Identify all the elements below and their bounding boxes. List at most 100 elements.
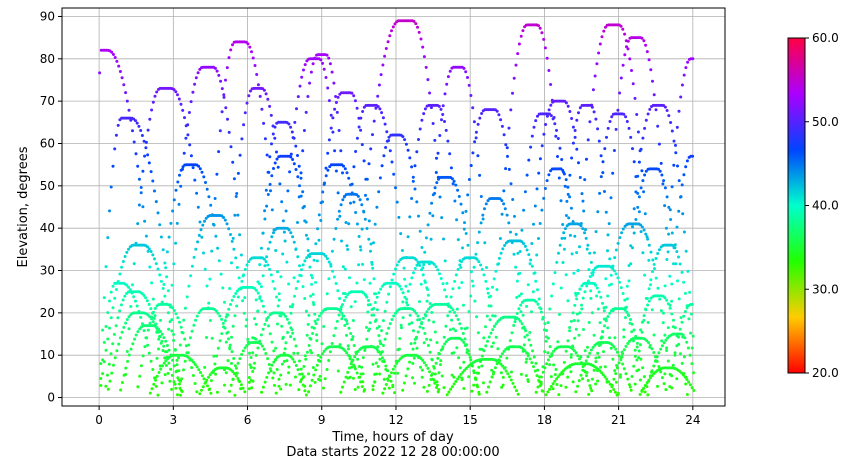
- data-point: [313, 380, 317, 384]
- data-point: [501, 364, 505, 368]
- data-point: [391, 383, 395, 387]
- data-point: [537, 297, 541, 301]
- data-point: [601, 330, 604, 333]
- data-point: [615, 364, 619, 367]
- data-point: [191, 90, 195, 94]
- data-point: [275, 157, 279, 161]
- data-point: [479, 221, 483, 225]
- data-point: [391, 25, 395, 29]
- data-point: [514, 317, 517, 321]
- data-point: [265, 255, 269, 259]
- data-point: [549, 385, 553, 388]
- data-point: [646, 393, 650, 397]
- data-point: [353, 367, 357, 371]
- data-point: [558, 313, 561, 316]
- data-point: [689, 331, 693, 335]
- data-point: [501, 247, 505, 251]
- data-point: [378, 176, 382, 180]
- data-point: [287, 371, 291, 375]
- data-point: [286, 331, 290, 334]
- data-point: [337, 313, 341, 317]
- data-point: [329, 113, 333, 117]
- data-point: [597, 139, 601, 143]
- data-point: [425, 389, 429, 393]
- data-point: [443, 259, 447, 263]
- data-point: [647, 58, 651, 62]
- data-point: [666, 326, 670, 330]
- data-point: [379, 287, 383, 291]
- data-point: [365, 227, 369, 230]
- data-point: [152, 316, 156, 320]
- data-point: [597, 290, 601, 294]
- data-point: [362, 278, 366, 282]
- data-point: [504, 143, 508, 147]
- data-point: [299, 367, 303, 371]
- data-point: [353, 388, 357, 391]
- data-point: [509, 378, 513, 382]
- data-point: [245, 318, 249, 322]
- data-point: [378, 357, 382, 361]
- data-point: [601, 160, 605, 164]
- data-point: [663, 333, 667, 337]
- data-point: [573, 303, 577, 307]
- data-point: [434, 265, 438, 269]
- data-point: [310, 276, 314, 280]
- data-point: [466, 193, 470, 197]
- data-point: [499, 371, 503, 375]
- data-point: [325, 257, 329, 261]
- data-point: [146, 153, 150, 157]
- data-point: [268, 155, 272, 159]
- data-point: [543, 350, 547, 354]
- data-point: [176, 376, 180, 380]
- data-point: [388, 285, 392, 289]
- data-point: [474, 252, 478, 256]
- data-point: [555, 128, 558, 132]
- data-point: [470, 389, 474, 393]
- data-point: [525, 357, 529, 361]
- data-point: [456, 188, 460, 192]
- data-point: [233, 372, 237, 376]
- data-point: [643, 126, 647, 130]
- y-tick-label: 80: [40, 52, 55, 66]
- data-point: [427, 383, 431, 387]
- data-point: [331, 269, 335, 273]
- data-point: [547, 173, 551, 177]
- data-point: [414, 258, 418, 262]
- data-point: [221, 321, 225, 325]
- data-point: [209, 379, 213, 383]
- data-point: [399, 323, 403, 327]
- data-point: [600, 35, 604, 39]
- data-point: [111, 284, 115, 288]
- data-point: [170, 387, 174, 391]
- data-point: [324, 254, 328, 258]
- data-point: [334, 326, 338, 330]
- data-point: [242, 311, 246, 315]
- data-point: [225, 331, 229, 335]
- data-point: [281, 252, 285, 256]
- data-point: [508, 375, 511, 379]
- data-point: [627, 126, 631, 130]
- data-point: [166, 311, 170, 315]
- data-point: [552, 349, 556, 353]
- data-point: [393, 391, 396, 395]
- data-point: [594, 230, 598, 234]
- axes-frame: [61, 7, 726, 407]
- data-point: [595, 62, 599, 66]
- data-point: [624, 372, 628, 376]
- data-point: [178, 343, 182, 347]
- data-point: [292, 240, 296, 244]
- data-point: [534, 119, 538, 123]
- data-point: [520, 322, 524, 326]
- data-point: [191, 374, 195, 377]
- data-point: [342, 164, 345, 168]
- data-point: [263, 380, 267, 384]
- data-point: [260, 344, 264, 348]
- data-point: [338, 297, 342, 300]
- data-point: [408, 360, 412, 364]
- data-point: [280, 362, 284, 366]
- data-point: [443, 342, 447, 346]
- data-point: [171, 358, 175, 362]
- data-point: [626, 342, 630, 345]
- data-point: [343, 267, 347, 271]
- data-point: [247, 376, 251, 379]
